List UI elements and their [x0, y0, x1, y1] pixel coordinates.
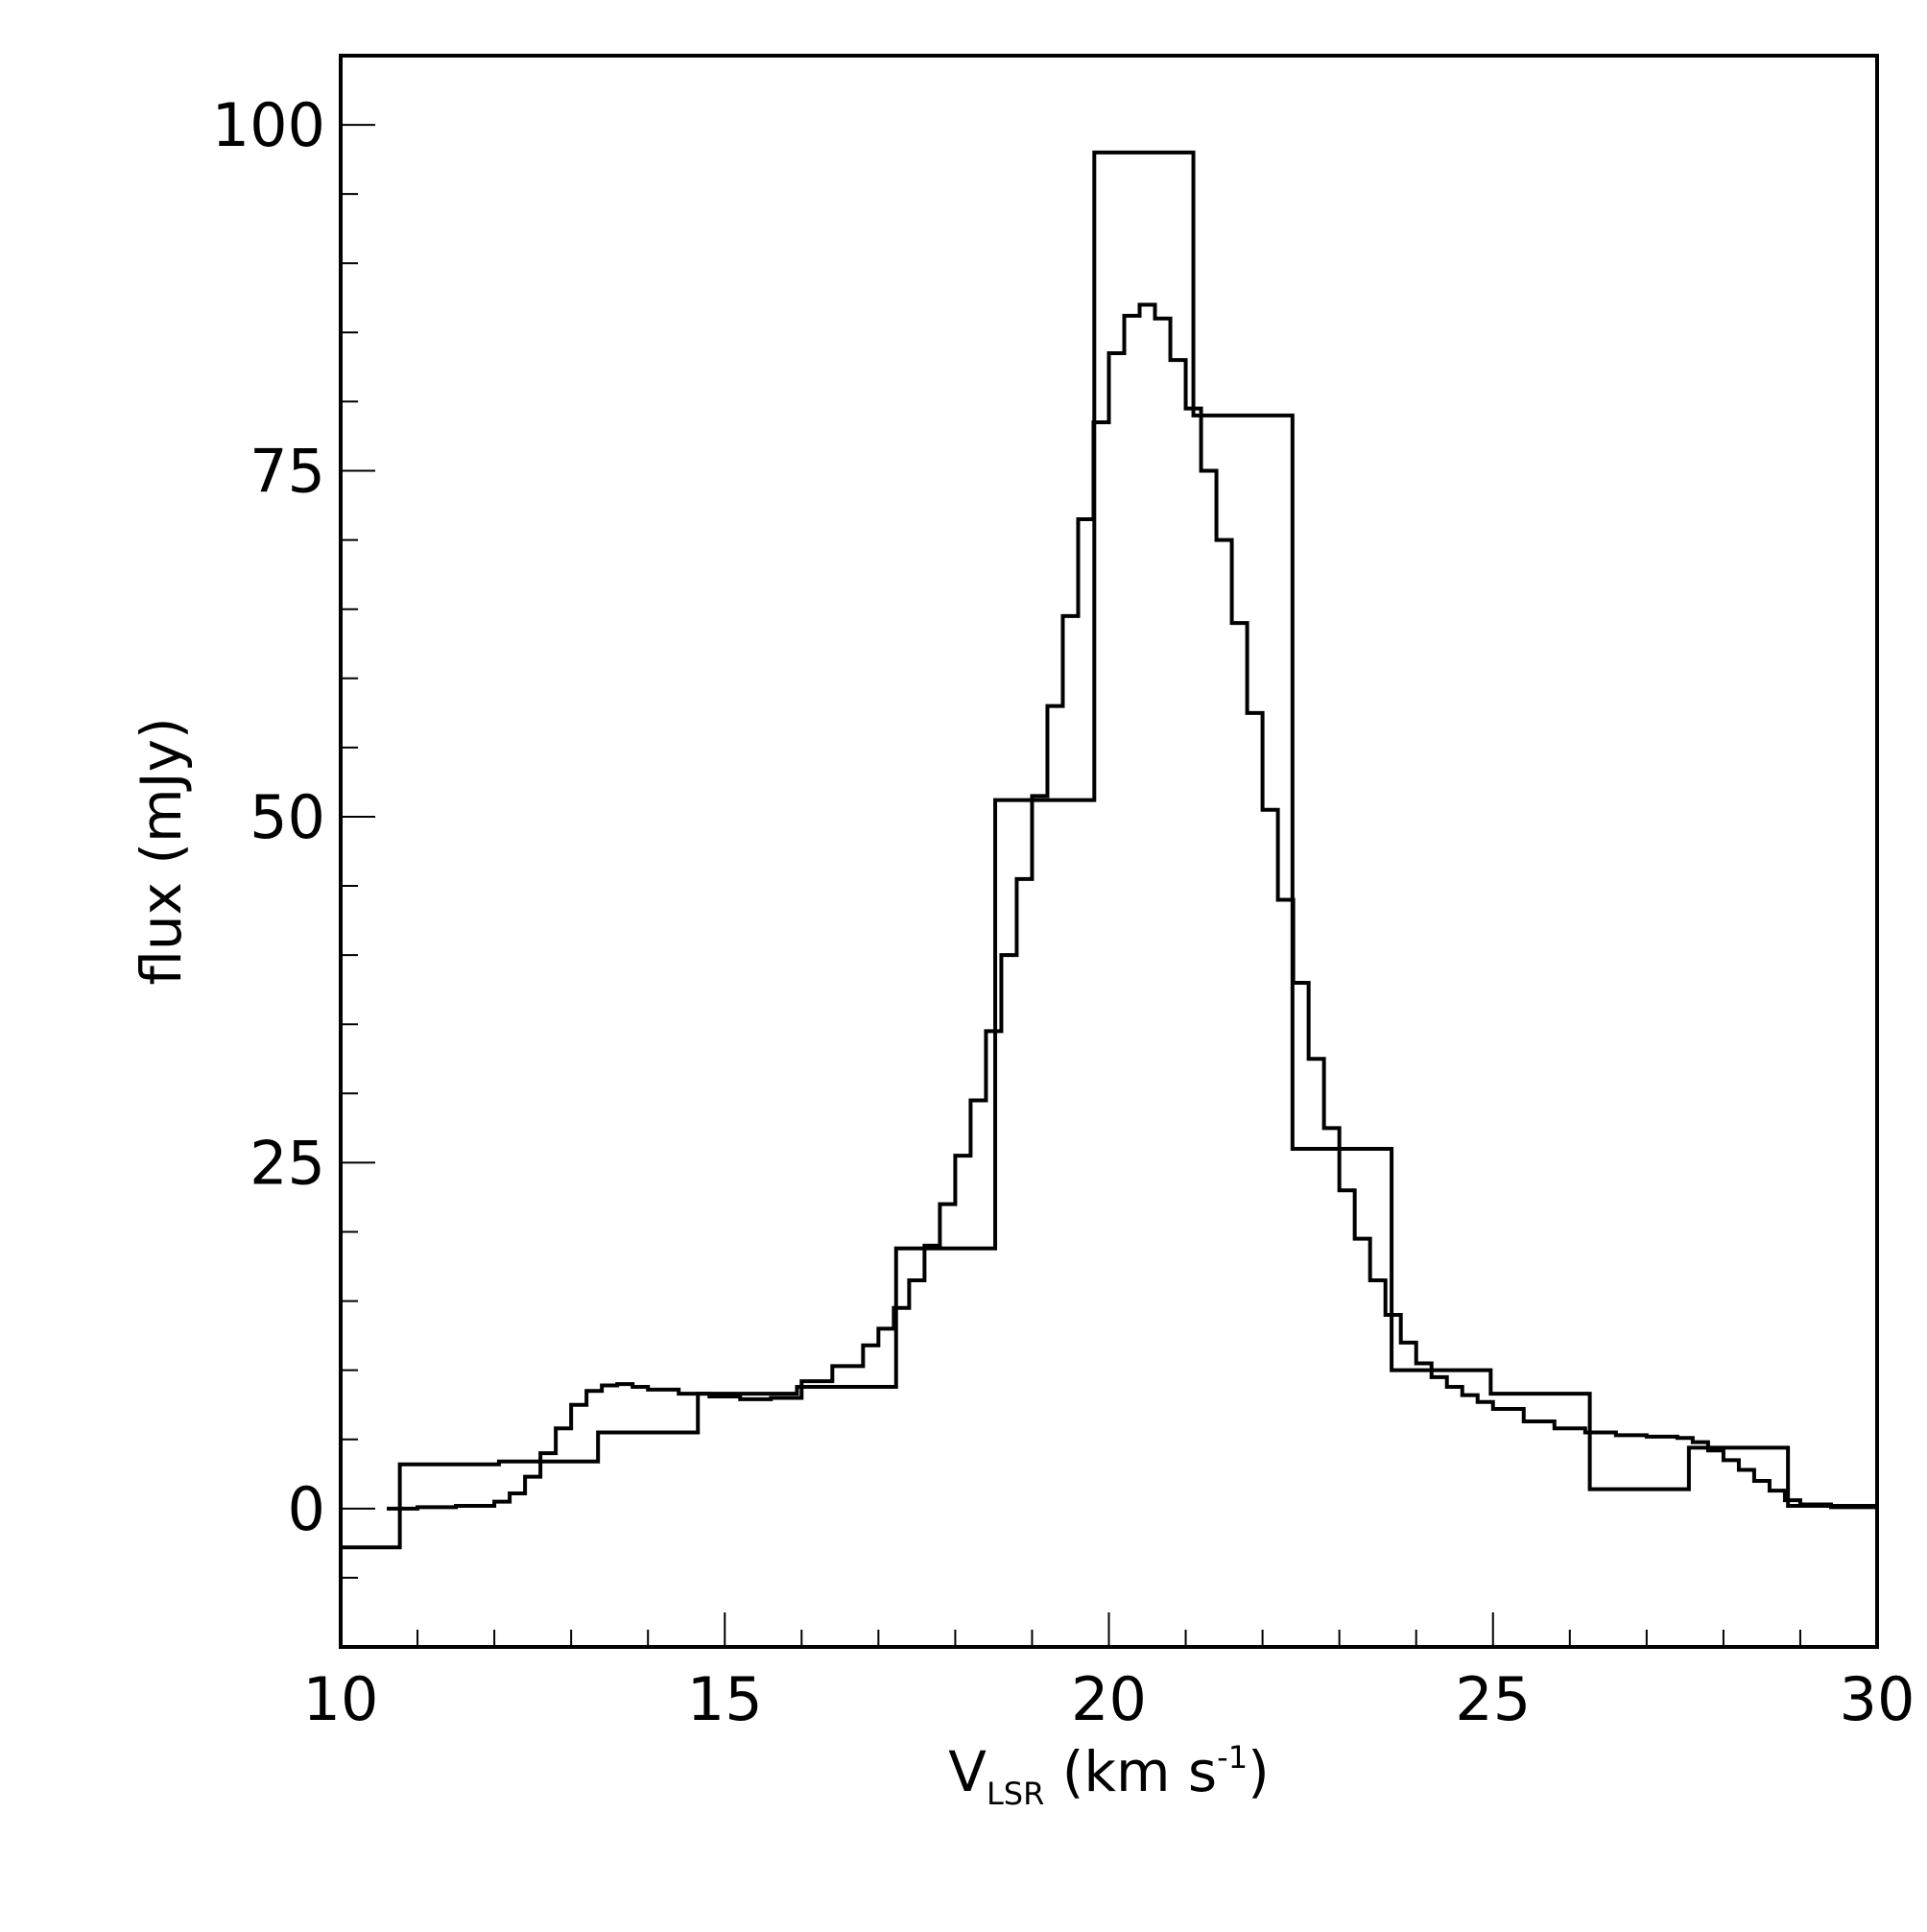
y-tick-label: 25 [250, 1128, 325, 1198]
y-tick-label: 50 [250, 782, 325, 852]
x-tick-label: 15 [687, 1664, 763, 1734]
y-tick-label: 75 [250, 437, 325, 507]
x-tick-label: 20 [1071, 1664, 1147, 1734]
fine-step-series-line [387, 302, 1879, 1511]
x-tick-label: 30 [1840, 1664, 1915, 1734]
x-axis-label: VLSR (km s-1) [948, 1739, 1269, 1812]
y-tick-label: 100 [212, 90, 325, 160]
plot-frame [339, 54, 1879, 1649]
x-tick-label: 10 [303, 1664, 379, 1734]
x-tick-label: 25 [1455, 1664, 1531, 1734]
y-axis-label: flux (mJy) [129, 717, 194, 985]
y-tick-label: 0 [288, 1474, 325, 1544]
